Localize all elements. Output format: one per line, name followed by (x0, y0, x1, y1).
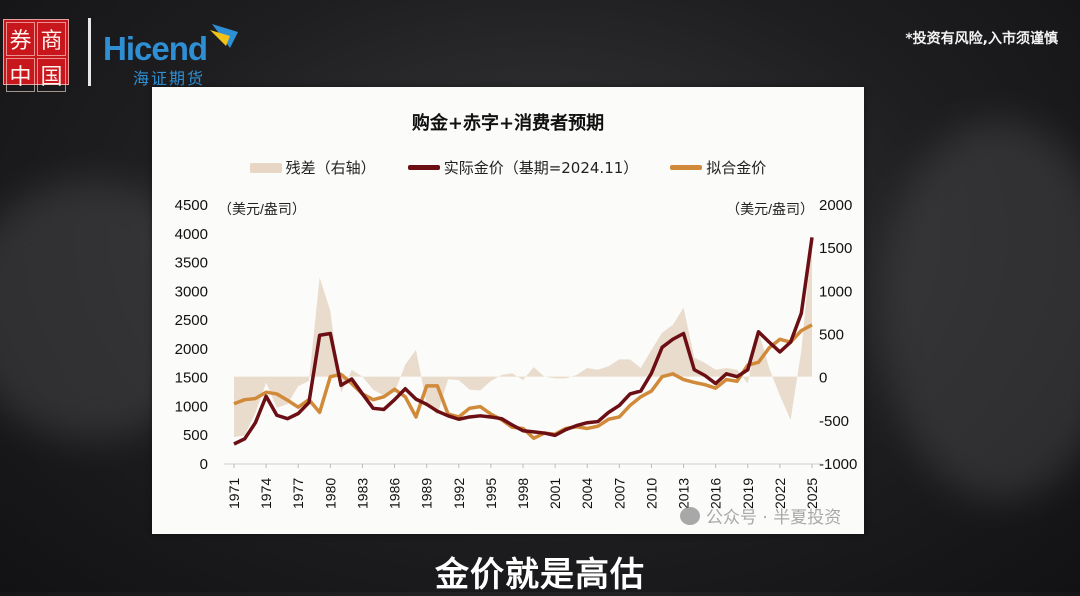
x-tick-label: 2001 (547, 478, 563, 509)
x-tick-label: 1992 (451, 478, 467, 509)
background-brush (880, 120, 1080, 500)
chart-card: 购金+赤字+消费者预期 残差（右轴） 实际金价（基期=2024.11） 拟合金价… (152, 87, 864, 534)
x-tick-label: 1977 (290, 478, 306, 509)
watermark-text: 公众号 · 半夏投资 (706, 508, 842, 528)
watermark: 公众号 · 半夏投资 (680, 503, 841, 528)
chart-plot: 4500 4000 3500 3000 2500 2000 1500 1000 500 0 （美元/… (175, 197, 858, 509)
y-left-unit: （美元/盎司） (218, 201, 306, 217)
x-tick-label: 1998 (515, 478, 531, 509)
y-right-tick: 1000 (819, 283, 852, 300)
y-right-tick: 2000 (819, 197, 852, 214)
x-tick-label: 2016 (708, 478, 724, 509)
y-left-tick: 4500 (175, 197, 208, 214)
y-left-tick: 1000 (175, 398, 208, 415)
x-tick-label: 2013 (676, 478, 692, 509)
y-left-tick: 1500 (175, 370, 208, 387)
x-tick-label: 1971 (226, 478, 242, 509)
y-left-tick: 4000 (175, 226, 208, 243)
y-left-tick: 3000 (175, 283, 208, 300)
x-tick-label: 2010 (643, 478, 659, 509)
risk-disclaimer: *投资有风险,入市须谨慎 (905, 31, 1058, 47)
y-right-tick: 500 (819, 327, 844, 344)
legend-item-actual: 实际金价（基期=2024.11） (407, 157, 639, 178)
legend-item-residual: 残差（右轴） (249, 157, 376, 178)
y-right-tick: -1000 (819, 456, 857, 473)
brand-swoosh-icon (210, 24, 238, 48)
y-right-unit: （美元/盎司） (726, 201, 814, 217)
y-left-tick: 500 (183, 427, 208, 444)
residual-area (234, 240, 812, 438)
y-left-tick: 3500 (175, 255, 208, 272)
legend-label: 实际金价（基期=2024.11） (443, 159, 639, 177)
actual-price-line (233, 237, 814, 446)
x-tick-label: 2022 (772, 478, 788, 509)
x-tick-label: 1989 (419, 478, 435, 509)
y-right-tick: -500 (819, 413, 849, 430)
legend-swatch-fitted (670, 165, 703, 170)
x-tick-label: 1995 (483, 478, 499, 509)
legend-swatch-residual (249, 162, 282, 173)
legend-swatch-actual (407, 165, 440, 170)
legend-label: 残差（右轴） (285, 159, 376, 177)
seal-char: 商 (37, 22, 66, 56)
seal-char: 中 (6, 58, 35, 92)
wechat-icon (680, 506, 700, 525)
x-tick-label: 1974 (258, 478, 274, 509)
chart-legend: 残差（右轴） 实际金价（基期=2024.11） 拟合金价 (152, 157, 864, 178)
y-left-tick: 2000 (175, 341, 208, 358)
x-tick-label: 1980 (322, 478, 338, 509)
brand-logo-cn: 海证期货 (133, 69, 206, 88)
y-left-tick: 0 (200, 456, 208, 473)
legend-item-fitted: 拟合金价 (670, 157, 766, 178)
x-tick-label: 2025 (804, 478, 820, 509)
fitted-price-line (233, 323, 813, 441)
x-tick-label: 2019 (740, 478, 756, 509)
y-right-tick: 1500 (819, 240, 852, 257)
x-tick-label: 1983 (354, 478, 370, 509)
seal-char: 券 (6, 22, 35, 56)
seal-logo: 券 商 中 国 (3, 19, 69, 92)
chart-title: 购金+赤字+消费者预期 (411, 113, 605, 134)
y-left-tick: 2500 (175, 312, 208, 329)
legend-label: 拟合金价 (706, 159, 767, 177)
logo-divider (88, 18, 91, 86)
x-tick-label: 2004 (579, 478, 595, 509)
brand-logo-text: Hicend (103, 30, 208, 67)
y-right-tick: 0 (819, 370, 827, 387)
x-tick-label: 1986 (387, 478, 403, 509)
video-subtitle: 金价就是高估 (435, 555, 645, 595)
x-tick-label: 2007 (611, 478, 627, 509)
seal-char: 国 (37, 58, 66, 92)
